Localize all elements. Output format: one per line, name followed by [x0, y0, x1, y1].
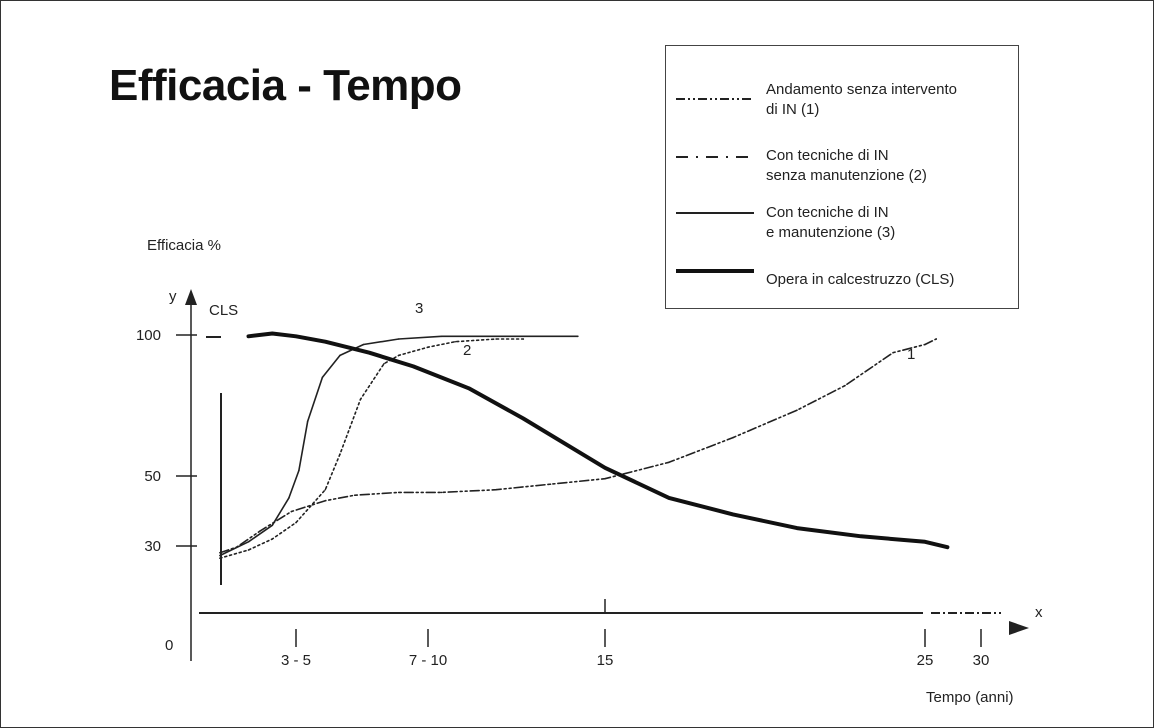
series-3-point: [288, 497, 290, 499]
series-4-point: [946, 546, 949, 548]
series-2-point: [454, 340, 457, 343]
legend-item-3-line2: e manutenzione (3): [766, 224, 896, 241]
series-1-point: [668, 461, 670, 464]
series-1-point: [259, 530, 262, 532]
y-tick-label: 100: [136, 327, 161, 344]
series-4-point: [247, 335, 250, 338]
x-axis-title: Tempo (anni): [926, 689, 1014, 706]
series-1-point: [290, 510, 293, 513]
series-1-point: [549, 483, 552, 486]
slide-title: Efficacia - Tempo: [109, 61, 462, 110]
legend-item-3: Con tecniche di IN e manutenzione (3): [766, 203, 895, 243]
legend-item-2-line2: senza manutenzione (2): [766, 167, 927, 184]
series-3-point: [247, 541, 250, 543]
x-tick-label: 25: [917, 652, 934, 669]
series-4-point: [924, 541, 926, 543]
y-axis-arrow-icon: [185, 289, 197, 305]
series-line-3: [219, 335, 579, 557]
legend-swatches: [676, 98, 754, 273]
series-1-point: [219, 551, 221, 554]
series-1-point: [440, 491, 443, 494]
legend-item-4-line1: Opera in calcestruzzo (CLS): [766, 271, 955, 288]
series-3-point: [440, 335, 443, 338]
legend-item-1: Andamento senza intervento di IN (1): [766, 80, 957, 120]
x-tick-label: 3 - 5: [281, 652, 311, 669]
series-line-2: [219, 338, 525, 560]
series-4-point: [271, 332, 274, 335]
series-2-point: [427, 346, 429, 349]
x-tick-label: 7 - 10: [409, 652, 447, 669]
legend-item-1-line1: Andamento senza intervento: [766, 81, 957, 98]
series-3-point: [397, 338, 400, 340]
series-line-1: [219, 338, 938, 554]
y-tick-label: 30: [144, 538, 161, 555]
series-4-point: [295, 335, 297, 338]
series-2-point: [295, 521, 297, 524]
series-2-point: [247, 549, 250, 551]
series-1-point: [324, 499, 327, 502]
series-4-point: [468, 387, 470, 390]
series-2-point: [383, 362, 385, 365]
series-2-point: [495, 338, 497, 340]
y-tick-label: 50: [144, 468, 161, 485]
series-2-point: [219, 557, 221, 559]
legend-item-4: Opera in calcestruzzo (CLS): [766, 270, 954, 290]
y-axis-title: Efficacia %: [147, 237, 221, 254]
series-3-point: [339, 354, 341, 357]
cls-axis-label: CLS: [209, 302, 239, 319]
origin-label: 0: [165, 637, 174, 654]
legend-item-2-line1: Con tecniche di IN: [766, 147, 889, 164]
series-3-point: [495, 335, 497, 338]
curve-label-3: 3: [415, 300, 423, 317]
legend-item-1-line2: di IN (1): [766, 101, 820, 118]
series-1-point: [397, 491, 400, 494]
series-3-point: [298, 469, 300, 472]
x-axis-letter: x: [1035, 604, 1043, 621]
series-3-point: [306, 420, 309, 423]
series-1-point: [935, 338, 937, 340]
series-1-point: [924, 343, 926, 346]
series-4-point: [860, 535, 862, 538]
series-4-point: [368, 351, 371, 354]
series-1-point: [796, 409, 798, 412]
x-tick-label: 30: [973, 652, 990, 669]
series-4-point: [522, 417, 525, 420]
series-3-point: [577, 335, 579, 338]
curve-label-2: 2: [463, 342, 471, 359]
series-4-point: [668, 497, 670, 499]
series-4-point: [604, 467, 606, 469]
series-3-point: [362, 343, 365, 346]
series-1-point: [892, 351, 894, 354]
series-4-point: [796, 527, 798, 529]
series-4-point: [412, 365, 415, 368]
series-2-point: [522, 338, 525, 340]
series-1-point: [353, 494, 356, 497]
series-1-point: [732, 436, 734, 439]
series-line-4: [246, 331, 950, 550]
series-2-point: [359, 398, 362, 401]
series-2-point: [397, 354, 400, 357]
x-tick-label: 15: [597, 652, 614, 669]
legend: Andamento senza intervento di IN (1) Con…: [665, 45, 1019, 309]
series-2-point: [271, 538, 274, 540]
series-2-point: [324, 488, 327, 491]
legend-item-2: Con tecniche di IN senza manutenzione (2…: [766, 146, 927, 186]
y-axis-letter: y: [169, 288, 177, 305]
series-2-point: [339, 453, 341, 455]
series-3-point: [271, 524, 274, 527]
series-4-point: [324, 340, 327, 343]
legend-item-3-line1: Con tecniche di IN: [766, 204, 889, 221]
series-3-point: [321, 376, 324, 379]
series-1-point: [844, 384, 846, 387]
curve-label-1: 1: [907, 346, 915, 363]
x-axis-arrow-icon: [1009, 621, 1029, 635]
series-1-point: [604, 477, 606, 480]
series-1-point: [495, 488, 497, 491]
series-4-point: [732, 513, 734, 516]
series-3-point: [219, 554, 221, 557]
